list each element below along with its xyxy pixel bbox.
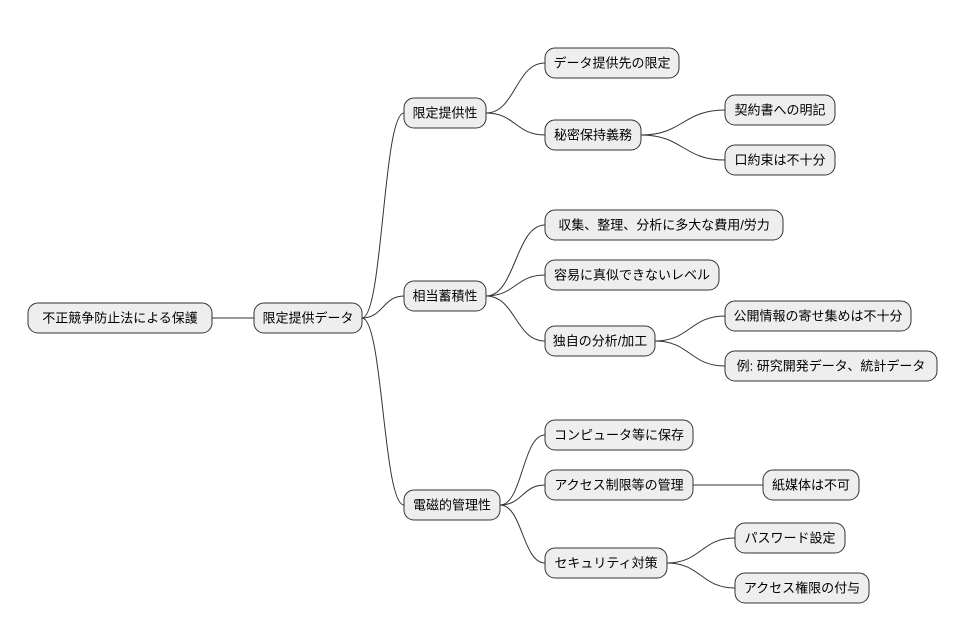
tree-node: 独自の分析/加工 (545, 326, 655, 356)
edge (500, 505, 545, 563)
tree-node: 電磁的管理性 (404, 490, 500, 520)
edge (667, 538, 735, 563)
tree-node: 公開情報の寄せ集めは不十分 (725, 301, 911, 331)
tree-node: 相当蓄積性 (404, 281, 486, 311)
edge (667, 563, 735, 588)
edge (362, 296, 404, 318)
node-label: 公開情報の寄せ集めは不十分 (733, 308, 902, 323)
edge (486, 275, 545, 296)
tree-node: アクセス制限等の管理 (545, 470, 693, 500)
node-label: 相当蓄積性 (412, 288, 477, 303)
tree-node: 口約束は不十分 (725, 145, 835, 175)
edge (641, 110, 725, 135)
edge (486, 296, 545, 341)
tree-node: 秘密保持義務 (545, 120, 641, 150)
node-label: 電磁的管理性 (413, 497, 491, 512)
edge (655, 341, 725, 366)
node-label: アクセス制限等の管理 (554, 477, 683, 492)
tree-node: 限定提供性 (404, 98, 486, 128)
node-label: パスワード設定 (744, 530, 835, 545)
tree-node: パスワード設定 (735, 523, 845, 553)
tree-node: 不正競争防止法による保護 (28, 303, 212, 333)
tree-node: データ提供先の限定 (545, 48, 679, 78)
tree-node: 契約書への明記 (725, 95, 835, 125)
tree-node: 収集、整理、分析に多大な費用/労力 (545, 210, 783, 240)
mindmap-diagram: 不正競争防止法による保護 限定提供データ 限定提供性 データ提供先の限定秘密保持義務 契… (0, 0, 964, 640)
node-label: 独自の分析/加工 (553, 333, 648, 348)
node-label: 例: 研究開発データ、統計データ (737, 358, 926, 373)
node-label: 口約束は不十分 (734, 152, 825, 167)
edge (486, 63, 545, 113)
node-label: 紙媒体は不可 (772, 477, 850, 492)
node-label: アクセス権限の付与 (744, 580, 860, 595)
tree-node: セキュリティ対策 (545, 548, 667, 578)
node-label: データ提供先の限定 (553, 55, 670, 70)
tree-node: アクセス権限の付与 (735, 573, 869, 603)
edge (486, 113, 545, 135)
edge (362, 113, 404, 318)
node-label: 容易に真似できないレベル (554, 267, 710, 282)
tree-node: 例: 研究開発データ、統計データ (725, 351, 937, 381)
node-label: 限定提供データ (262, 310, 353, 325)
tree-node: 限定提供データ (254, 303, 362, 333)
edge (641, 135, 725, 160)
nodes-group: 不正競争防止法による保護 限定提供データ 限定提供性 データ提供先の限定秘密保持義務 契… (28, 48, 937, 603)
node-label: 秘密保持義務 (554, 127, 632, 142)
edge (655, 316, 725, 341)
tree-node: 紙媒体は不可 (763, 470, 859, 500)
tree-node: コンピュータ等に保存 (545, 420, 693, 450)
edge (362, 318, 404, 505)
tree-node: 容易に真似できないレベル (545, 260, 719, 290)
node-label: 契約書への明記 (734, 102, 825, 117)
node-label: セキュリティ対策 (554, 555, 657, 570)
node-label: 限定提供性 (412, 105, 477, 120)
node-label: コンピュータ等に保存 (554, 427, 684, 442)
node-label: 不正競争防止法による保護 (42, 310, 198, 325)
node-label: 収集、整理、分析に多大な費用/労力 (558, 217, 770, 232)
